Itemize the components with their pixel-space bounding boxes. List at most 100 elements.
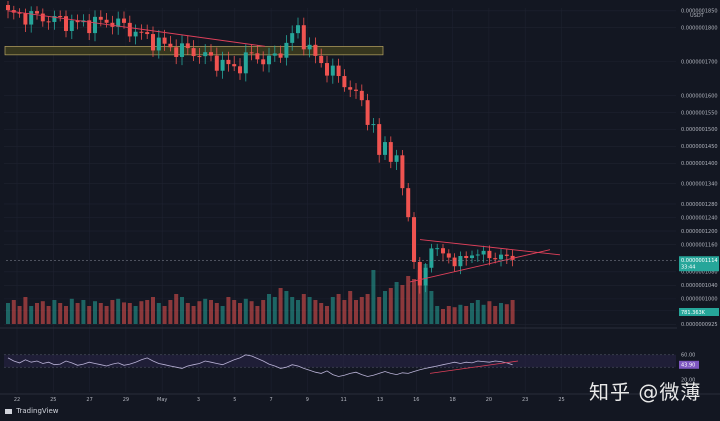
volume-bar: [81, 300, 86, 324]
candle-body: [243, 52, 248, 74]
candle-body: [46, 21, 51, 23]
rsi-tick-label: 20.00: [681, 377, 695, 383]
tradingview-logo[interactable]: TradingView: [5, 407, 59, 415]
price-tick-label: 0.0000001160: [681, 242, 718, 248]
volume-bar: [325, 306, 329, 324]
volume-bar: [93, 301, 97, 324]
volume-bar: [209, 300, 213, 324]
candle-body: [87, 20, 92, 34]
volume-bar: [487, 301, 492, 324]
date-tick-label: 18: [449, 397, 455, 403]
candle-body: [75, 20, 80, 23]
volume-bar: [371, 270, 376, 324]
date-tick-label: May: [157, 397, 167, 403]
candle-body: [98, 16, 103, 20]
price-tick-label: 0.0000001800: [681, 26, 718, 32]
rsi-band: [4, 354, 676, 368]
date-tick-label: 9: [306, 397, 309, 403]
volume-bar: [464, 306, 469, 324]
candle-body: [17, 12, 22, 14]
candle-body: [214, 55, 219, 71]
candle-body: [377, 124, 382, 155]
price-tick-label: 0.0000001040: [681, 283, 718, 289]
candle-body: [359, 90, 364, 101]
date-tick-label: 13: [377, 397, 383, 403]
volume-bar: [319, 303, 324, 324]
volume-bar: [87, 306, 92, 324]
candle-body: [220, 59, 225, 71]
date-tick-label: 22: [14, 397, 20, 403]
volume-bar: [238, 303, 242, 324]
price-axis: 0.0000001850 0.0000001800 0.0000001700 0.00…: [677, 0, 720, 421]
candle-body: [354, 89, 358, 91]
volume-bar: [98, 303, 103, 324]
volume-bar: [417, 270, 422, 324]
rsi-pane: [0, 327, 720, 377]
volume-series: [6, 264, 515, 324]
volume-bar: [452, 307, 457, 324]
candle-body: [319, 55, 324, 64]
volume-bar: [284, 291, 289, 324]
candle-body: [104, 19, 109, 23]
volume-bar: [6, 303, 10, 324]
volume-bar: [435, 306, 440, 324]
candle-body: [383, 142, 387, 155]
candle-body: [423, 267, 428, 286]
candle-body: [133, 31, 138, 37]
trendlines: [6, 10, 676, 283]
candle-body: [209, 52, 213, 56]
date-tick-label: 3: [197, 397, 200, 403]
candle-body: [342, 76, 347, 88]
volume-bar: [40, 301, 45, 324]
volume-bar: [458, 304, 463, 324]
volume-bar: [313, 300, 318, 324]
volume-bar: [307, 297, 312, 324]
volume-bar: [174, 294, 179, 324]
candle-body: [174, 47, 179, 57]
candle-body: [307, 44, 312, 50]
rsi-trendline: [429, 360, 519, 374]
volume-bar: [185, 303, 190, 324]
volume-bar: [383, 291, 387, 324]
candle-body: [35, 11, 39, 14]
candle-body: [313, 44, 318, 56]
candle-body: [40, 13, 45, 22]
volume-bar: [220, 306, 225, 324]
date-tick-label: 20: [486, 397, 492, 403]
candle-body: [452, 257, 457, 267]
candle-body: [272, 53, 277, 56]
volume-bar: [406, 276, 411, 324]
date-axis: 22 25 27 29 May 3 5 7 9 11 13 16 18 20 23 25: [0, 393, 720, 403]
candle-body: [249, 52, 254, 54]
price-tick-label: 0.0000001000: [681, 297, 718, 303]
candle-body: [371, 124, 376, 126]
candle-body: [475, 254, 480, 256]
date-tick-label: 25: [558, 397, 564, 403]
candle-body: [510, 255, 515, 260]
volume-bar: [342, 300, 347, 324]
volume-bar: [470, 303, 474, 324]
volume-bar: [412, 279, 416, 324]
candle-body: [284, 42, 289, 58]
price-tick-label: 0.0000001280: [681, 202, 718, 208]
volume-bar: [69, 298, 74, 324]
volume-bar: [214, 303, 219, 324]
candle-body: [23, 13, 28, 25]
volume-bar: [330, 297, 335, 324]
candle-body: [330, 65, 335, 76]
rsi-value-badge-label: 43.90: [681, 363, 695, 369]
volume-bar: [446, 306, 451, 324]
candle-body: [504, 254, 509, 256]
volume-badge: [679, 308, 719, 316]
triangle-upper-line: [419, 239, 561, 256]
price-tick-label: 0.0000001850: [681, 9, 718, 15]
candle-body: [470, 255, 474, 259]
volume-bar: [35, 303, 39, 324]
volume-bar: [510, 300, 515, 324]
date-tick-label: 5: [233, 397, 236, 403]
candle-body: [29, 11, 34, 25]
current-price-label: 0.0000001114: [681, 258, 718, 264]
price-tick-label: 0.0000001700: [681, 59, 718, 65]
volume-bar: [249, 301, 254, 324]
